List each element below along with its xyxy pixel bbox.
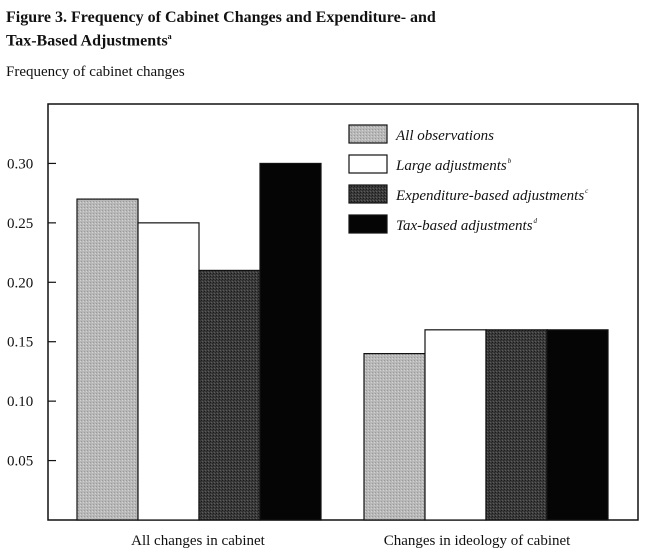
x-category-label: All changes in cabinet [131, 533, 266, 549]
bar-large-adjustments-2 [424, 329, 487, 521]
legend-swatch [348, 184, 388, 204]
legend-swatch [348, 214, 388, 234]
bar-tax-based-adjustments-2 [546, 329, 609, 521]
legend-note: c [585, 187, 589, 195]
chart-title-note: a [167, 32, 172, 41]
bar-tax-based-adjustments-1 [259, 162, 322, 521]
legend-label: Expenditure-based adjustments [395, 188, 584, 204]
y-tick-label: 0.20 [7, 275, 33, 291]
legend-swatch [348, 154, 388, 174]
bar-expenditure-based-adjustments-1 [198, 269, 261, 521]
y-axis-label: Frequency of cabinet changes [6, 64, 185, 80]
plot-frame [47, 103, 639, 521]
bar-expenditure-based-adjustments-2 [485, 329, 548, 521]
y-tick-label: 0.10 [7, 394, 33, 410]
y-tick-label: 0.30 [7, 156, 33, 172]
legend-swatch [348, 124, 388, 144]
chart-title-line1: Figure 3. Frequency of Cabinet Changes a… [6, 9, 436, 26]
chart-title-line2: Tax-Based Adjustments [6, 32, 168, 50]
bar-all-observations-2 [363, 353, 426, 521]
legend-note: b [508, 157, 512, 165]
bar-large-adjustments-1 [137, 222, 200, 521]
y-tick-label: 0.15 [7, 335, 33, 351]
legend-label: All observations [395, 128, 494, 144]
y-tick-label: 0.25 [7, 216, 33, 232]
legend-note: d [534, 217, 538, 225]
legend-label: Tax-based adjustments [396, 218, 533, 234]
legend-label: Large adjustments [395, 158, 507, 174]
chart-title: Figure 3. Frequency of Cabinet Changes a… [6, 8, 566, 50]
bar-all-observations-1 [76, 198, 139, 521]
x-category-label: Changes in ideology of cabinet [384, 533, 571, 549]
y-tick-label: 0.05 [7, 454, 33, 470]
